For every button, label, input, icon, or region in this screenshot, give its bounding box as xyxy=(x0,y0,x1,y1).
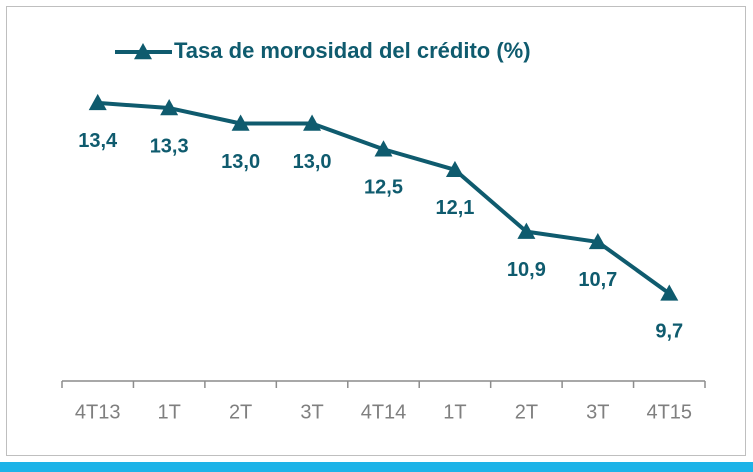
chart-border xyxy=(6,6,746,456)
x-tick-label: 3T xyxy=(586,401,609,423)
point-marker xyxy=(445,160,464,178)
point-marker xyxy=(517,222,536,239)
data-label: 12,1 xyxy=(435,197,474,219)
x-tick-label: 2T xyxy=(515,401,538,423)
data-label: 13,0 xyxy=(221,151,260,173)
data-label: 10,7 xyxy=(578,269,617,291)
x-tick-label: 1T xyxy=(157,401,180,423)
data-label: 9,7 xyxy=(655,321,683,343)
x-tick-label: 4T14 xyxy=(361,401,407,423)
data-label: 13,0 xyxy=(293,151,332,173)
data-label: 13,4 xyxy=(78,130,118,152)
data-label: 10,9 xyxy=(507,259,546,281)
point-marker xyxy=(374,140,393,157)
data-label: 13,3 xyxy=(150,135,189,157)
point-marker xyxy=(660,284,679,301)
legend-marker xyxy=(134,43,152,60)
point-marker xyxy=(160,99,179,116)
x-tick-label: 3T xyxy=(300,401,323,423)
data-label: 12,5 xyxy=(364,177,403,199)
x-tick-label: 1T xyxy=(443,401,466,423)
legend-label: Tasa de morosidad del crédito (%) xyxy=(174,38,531,63)
footer-bar xyxy=(0,462,753,472)
x-tick-label: 4T15 xyxy=(646,401,692,423)
x-tick-label: 2T xyxy=(229,401,252,423)
point-marker xyxy=(231,114,250,131)
point-marker xyxy=(588,232,607,250)
point-marker xyxy=(303,114,322,131)
point-marker xyxy=(88,93,107,111)
x-tick-label: 4T13 xyxy=(75,401,121,423)
